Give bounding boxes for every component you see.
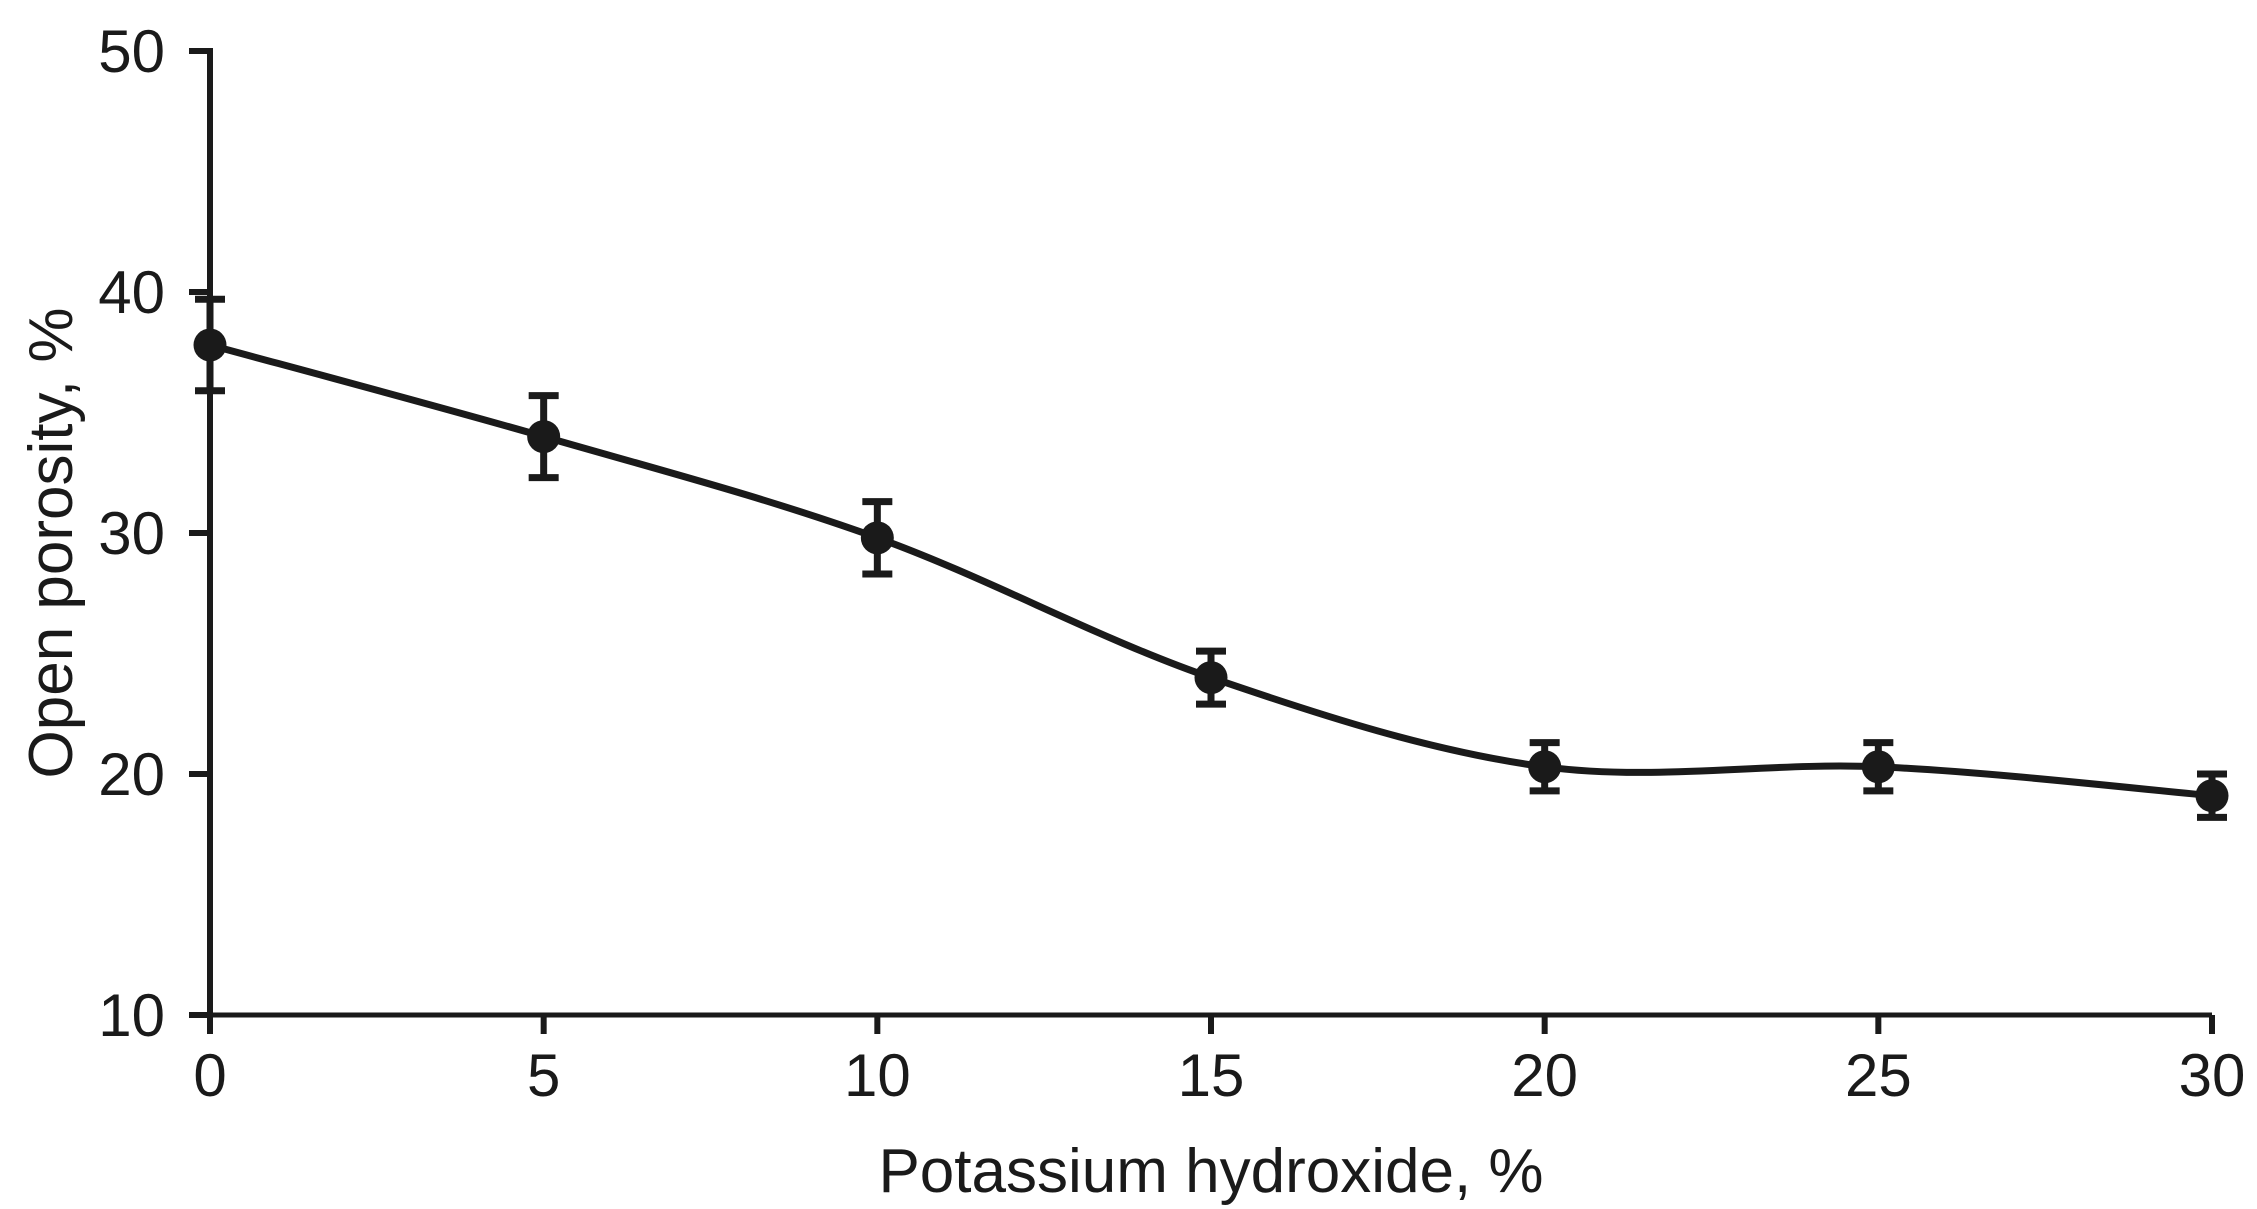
data-point-marker: [193, 328, 227, 362]
x-tick-label: 15: [1178, 1042, 1245, 1109]
data-point-marker: [527, 420, 561, 454]
y-tick-label: 20: [98, 741, 165, 808]
data-point-marker: [1194, 661, 1228, 695]
x-tick-label: 10: [844, 1042, 911, 1109]
y-axis-title: Open porosity, %: [17, 308, 86, 779]
data-point-marker: [2195, 779, 2229, 813]
x-tick-label: 25: [1845, 1042, 1912, 1109]
data-point-marker: [1528, 750, 1562, 784]
x-tick-label: 30: [2179, 1042, 2246, 1109]
y-tick-label: 10: [98, 982, 165, 1049]
y-tick-label: 40: [98, 259, 165, 326]
plot-area: 10 20 30 40 50 0 5 10 15 20 25 30: [98, 18, 2245, 1109]
data-point-marker: [1861, 750, 1895, 784]
x-tick-label: 5: [527, 1042, 560, 1109]
series-line: [209, 341, 2213, 800]
data-point-marker: [860, 521, 894, 555]
x-tick-label: 20: [1511, 1042, 1578, 1109]
y-tick-label: 50: [98, 18, 165, 85]
x-tick-label: 0: [193, 1042, 226, 1109]
x-axis-title: Potassium hydroxide, %: [878, 1137, 1543, 1206]
y-tick-label: 30: [98, 500, 165, 567]
